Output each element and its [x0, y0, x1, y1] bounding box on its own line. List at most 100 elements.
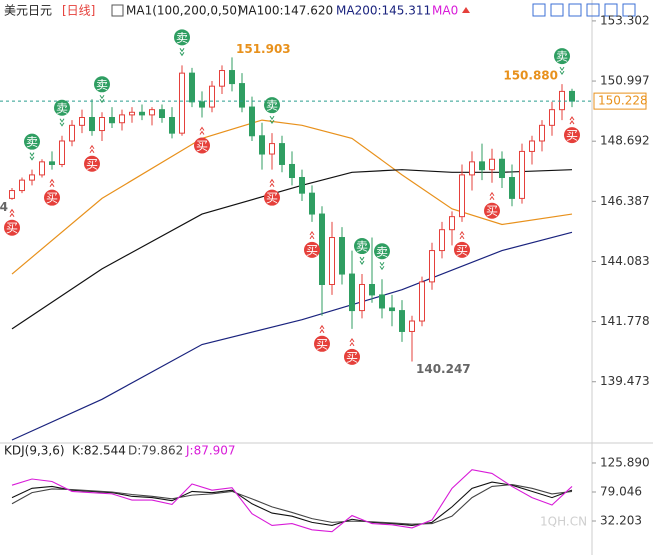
buy-arrow — [49, 178, 55, 187]
ma100-label: MA100:147.620 — [238, 4, 333, 18]
buy-text: 买 — [86, 157, 98, 171]
buy-arrow — [349, 337, 355, 347]
candle-body — [259, 135, 265, 155]
ma200-label: MA200:145.311 — [336, 4, 431, 18]
candle-body — [239, 83, 245, 108]
d-label: D:79.862 — [128, 444, 183, 458]
candle-body — [309, 192, 315, 215]
candle-body — [99, 117, 105, 132]
k-label: K:82.544 — [72, 444, 126, 458]
kdj-name: KDJ(9,3,6) — [4, 444, 65, 458]
y-tick-label: 139.473 — [600, 374, 650, 388]
sell-signal — [24, 133, 40, 150]
buy-signal — [344, 348, 360, 365]
tool-button[interactable] — [550, 3, 564, 17]
sell-signal — [94, 76, 110, 93]
buy-signal — [484, 202, 500, 219]
sell-signal — [354, 238, 370, 255]
tool-button[interactable] — [604, 3, 618, 17]
buy-text: 买 — [6, 221, 18, 235]
y-tick-label: 146.387 — [600, 194, 650, 208]
price-annotation: 151.903 — [236, 42, 291, 56]
ma-arrow[interactable] — [462, 7, 470, 13]
candle-body — [59, 140, 65, 165]
sell-text: 卖 — [96, 78, 108, 92]
candle-body — [429, 250, 435, 283]
ma-line — [11, 231, 573, 441]
candle-body — [459, 174, 465, 218]
candle-body — [269, 143, 275, 155]
candle-body — [149, 109, 155, 116]
candle-body — [279, 143, 285, 165]
candle-body — [489, 158, 495, 171]
last-price-label: 150.228 — [598, 94, 648, 108]
period[interactable]: [日线] — [62, 4, 95, 18]
buy-arrow — [309, 230, 315, 240]
candle-body — [109, 117, 115, 124]
candle-body — [449, 216, 455, 231]
sell-arrow — [269, 115, 275, 125]
sell-arrow — [559, 66, 565, 76]
tool-button[interactable] — [586, 3, 600, 17]
candle-body — [209, 85, 215, 108]
candle-body — [439, 229, 445, 252]
candle-body — [349, 273, 355, 312]
ma-line — [11, 119, 573, 275]
sell-text: 卖 — [376, 245, 388, 259]
candle-body — [369, 283, 375, 296]
candle-body — [379, 294, 385, 309]
sell-arrow — [359, 256, 365, 265]
sell-signal — [174, 29, 190, 46]
sell-signal — [54, 99, 70, 116]
y-tick-label: 79.046 — [600, 484, 642, 498]
sell-signal — [374, 243, 390, 260]
buy-arrow — [9, 208, 15, 217]
candle-body — [569, 90, 575, 102]
sell-signal — [264, 97, 280, 114]
ma-line — [11, 169, 573, 330]
ma-icon[interactable] — [111, 4, 124, 17]
candle-body — [79, 117, 85, 126]
buy-arrow — [569, 116, 575, 125]
sell-text: 卖 — [266, 99, 278, 113]
candle-body — [179, 72, 185, 134]
y-tick-label: 148.692 — [600, 134, 650, 148]
tool-button[interactable] — [568, 3, 582, 17]
indicator: MA1(100,200,0,50) — [126, 4, 242, 18]
tool-button[interactable] — [622, 3, 636, 17]
sell-arrow — [379, 261, 385, 271]
candle-body — [339, 237, 345, 275]
sell-text: 卖 — [26, 135, 38, 149]
kdj-line — [11, 484, 573, 525]
sell-text: 卖 — [556, 50, 568, 64]
candle-body — [559, 90, 565, 111]
candle-body — [9, 190, 15, 199]
y-tick-label: 153.302 — [600, 13, 650, 27]
candle-body — [289, 163, 295, 179]
buy-signal — [304, 241, 320, 258]
price-annotation: 150.880 — [503, 69, 558, 83]
buy-signal — [314, 335, 330, 352]
ma0-label: MA0 — [432, 4, 458, 18]
candle-body — [399, 310, 405, 332]
buy-signal — [564, 127, 580, 144]
candle-body — [129, 111, 135, 116]
candle-body — [119, 114, 125, 124]
buy-signal — [194, 137, 210, 154]
candle-body — [169, 117, 175, 134]
sell-signal — [554, 48, 570, 65]
candle-body — [539, 124, 545, 142]
kdj-line — [11, 469, 573, 533]
y-tick-label: 32.203 — [600, 514, 642, 528]
tool-button[interactable] — [532, 3, 546, 17]
sell-arrow — [99, 95, 105, 104]
candle-body — [509, 177, 515, 199]
candle-body — [549, 109, 555, 126]
sell-arrow — [59, 118, 65, 127]
sell-arrow — [29, 152, 35, 161]
candle-body — [39, 161, 45, 176]
buy-signal — [454, 241, 470, 258]
buy-arrow — [199, 126, 205, 135]
candle-body — [499, 158, 505, 179]
